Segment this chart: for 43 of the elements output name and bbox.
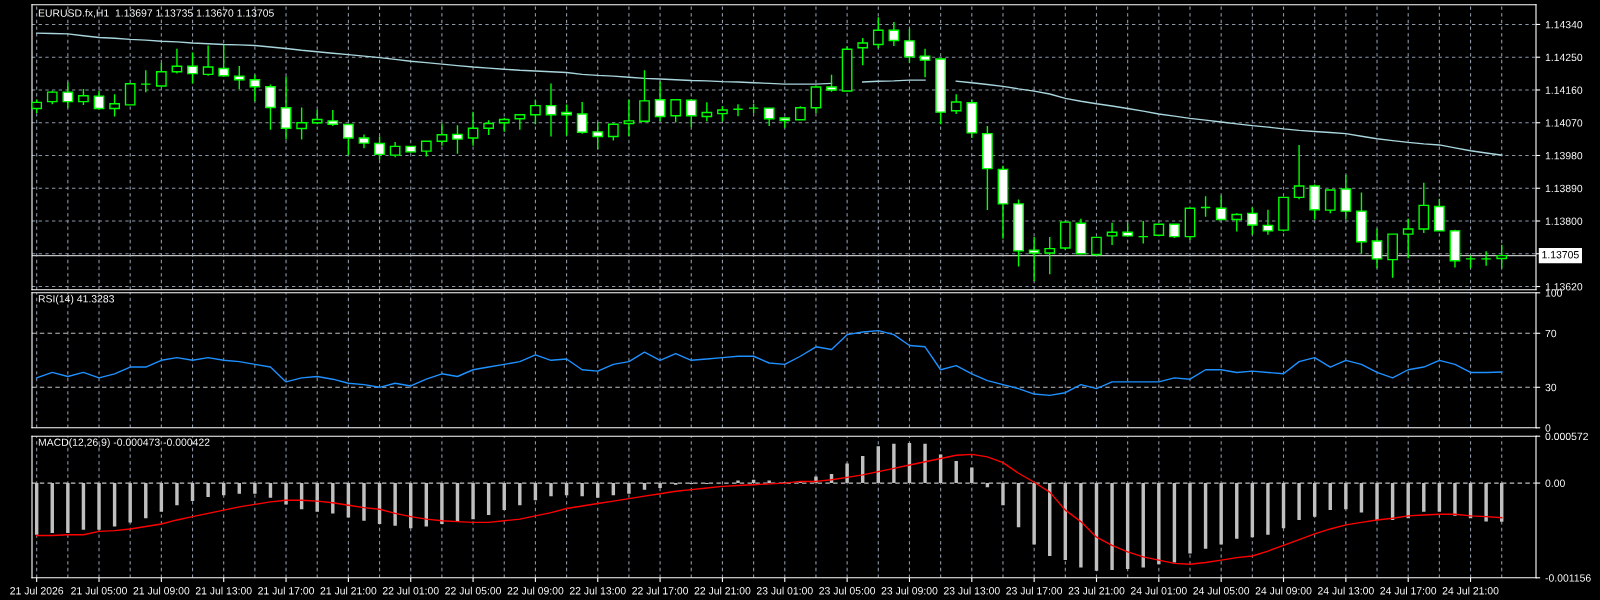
- y-tick-label: 1.13800: [1545, 217, 1583, 225]
- x-tick-label: 23 Jul 09:00: [881, 586, 938, 595]
- y-tick-label: 0: [1545, 424, 1551, 432]
- y-tick-label: 1.13980: [1545, 151, 1583, 160]
- x-tick-label: 21 Jul 21:00: [320, 586, 377, 595]
- x-tick-label: 21 Jul 05:00: [71, 586, 127, 595]
- x-tick-label: 23 Jul 13:00: [943, 586, 1000, 595]
- chart-title: MACD(12,26,9) -0.000473 -0.000422: [38, 438, 210, 449]
- x-tick-label: 22 Jul 05:00: [445, 586, 502, 595]
- y-tick-label: 1.13620: [1545, 283, 1583, 291]
- x-tick-label: 24 Jul 01:00: [1130, 586, 1187, 595]
- x-tick-label: 21 Jul 2026: [10, 586, 64, 595]
- y-tick-label: -0.001156: [1545, 574, 1591, 582]
- x-tick-label: 21 Jul 17:00: [258, 586, 315, 595]
- x-tick-label: 24 Jul 21:00: [1442, 586, 1499, 595]
- y-tick-label: 1.14070: [1545, 119, 1583, 127]
- y-tick-label: 30: [1545, 383, 1557, 392]
- ref-line-label: 1.13705: [1542, 251, 1579, 259]
- x-tick-label: 24 Jul 05:00: [1193, 586, 1250, 595]
- y-tick-label: 100: [1545, 289, 1562, 297]
- y-tick-label: 1.14160: [1545, 86, 1583, 94]
- x-tick-label: 23 Jul 05:00: [819, 586, 876, 595]
- x-tick-label: 23 Jul 21:00: [1068, 586, 1125, 595]
- y-tick-label: 1.13890: [1545, 184, 1583, 193]
- x-tick-label: 21 Jul 09:00: [133, 586, 190, 595]
- y-tick-label: 1.14340: [1545, 20, 1583, 29]
- x-tick-label: 24 Jul 09:00: [1255, 586, 1312, 595]
- y-tick-label: 0.000572: [1545, 432, 1588, 441]
- x-tick-label: 23 Jul 01:00: [756, 586, 813, 595]
- x-tick-label: 22 Jul 17:00: [632, 586, 689, 595]
- y-tick-label: 1.14250: [1545, 53, 1583, 62]
- x-tick-label: 24 Jul 13:00: [1318, 586, 1374, 595]
- chart-title: EURUSD.fx,H1 1.13697 1.13735 1.13670 1.13705: [38, 9, 274, 18]
- x-tick-label: 22 Jul 21:00: [694, 586, 751, 595]
- x-tick-label: 24 Jul 17:00: [1380, 586, 1437, 595]
- x-tick-label: 22 Jul 09:00: [507, 586, 564, 595]
- x-tick-label: 23 Jul 17:00: [1006, 586, 1063, 595]
- x-tick-label: 21 Jul 13:00: [195, 586, 252, 595]
- x-tick-label: 22 Jul 01:00: [382, 586, 439, 595]
- chart-title: RSI(14) 41.3283: [38, 294, 114, 305]
- x-tick-label: 22 Jul 13:00: [569, 586, 626, 595]
- y-tick-label: 70: [1545, 329, 1557, 338]
- y-tick-label: 0.00: [1545, 479, 1565, 487]
